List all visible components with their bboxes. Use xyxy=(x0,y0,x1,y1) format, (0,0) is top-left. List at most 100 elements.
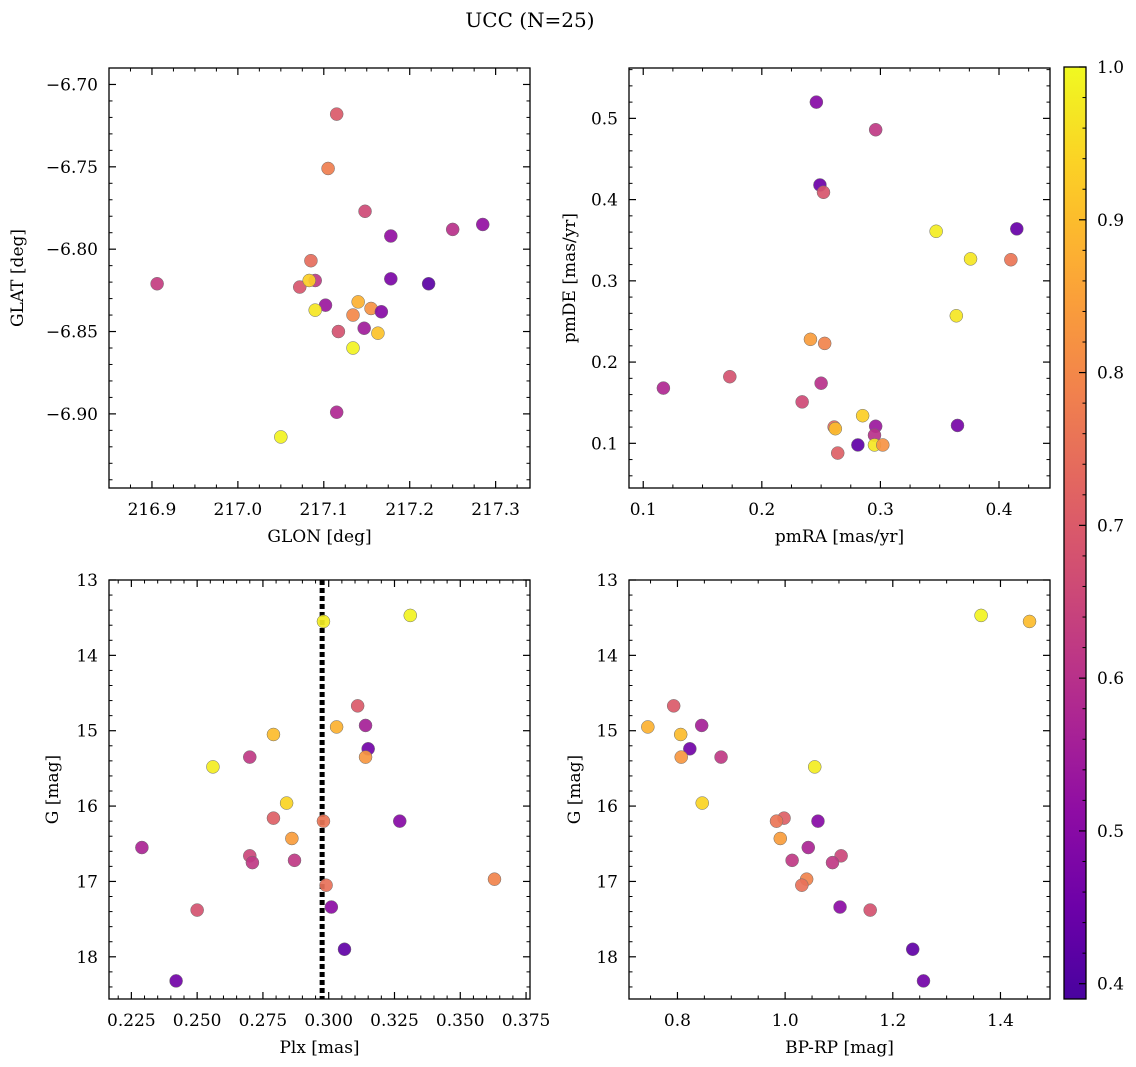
data-point xyxy=(292,280,307,294)
axes-frame xyxy=(108,579,531,1000)
x-tick-label: 0.4 xyxy=(985,500,1012,520)
data-point xyxy=(929,224,943,239)
data-point xyxy=(421,277,436,291)
data-point xyxy=(308,303,322,317)
data-point xyxy=(811,814,825,828)
data-point xyxy=(287,853,302,868)
colorbar: 0.4 0.5 0.6 0.7 0.8 0.9 1.0 xyxy=(1063,58,1124,1000)
x-tick-label: 217.2 xyxy=(385,500,434,520)
plot-area xyxy=(656,95,1024,460)
y-tick-label: 0.1 xyxy=(591,434,618,454)
data-point xyxy=(374,305,389,319)
data-point xyxy=(963,252,978,266)
x-tick-label: 1.0 xyxy=(772,1011,799,1031)
y-axis-label: GLAT [deg] xyxy=(8,229,28,327)
colorbar-tick-label: 0.6 xyxy=(1097,669,1124,689)
y-tick-label: 14 xyxy=(596,646,618,666)
x-tick-label: 0.8 xyxy=(664,1011,691,1031)
y-tick-label: 13 xyxy=(76,571,98,591)
y-tick-label: 18 xyxy=(76,948,98,968)
data-point xyxy=(445,222,460,237)
data-point xyxy=(329,720,344,734)
axes-frame xyxy=(628,579,1051,1000)
y-tick-label: 0.5 xyxy=(591,109,618,129)
y-tick-label: 16 xyxy=(596,797,618,817)
data-point xyxy=(868,122,883,137)
data-point xyxy=(371,326,385,340)
colorbar-tick-label: 0.7 xyxy=(1097,516,1124,536)
axes-frame xyxy=(108,67,531,489)
panel-glon-glat: 216.9 217.0 217.1 217.2 217.3 −6.70 −6.75 −6.80… xyxy=(8,67,531,547)
x-tick-label: 0.2 xyxy=(748,500,775,520)
data-point xyxy=(316,814,331,828)
data-point xyxy=(851,438,865,452)
y-tick-label: −6.90 xyxy=(46,405,98,425)
x-tick-label: 0.375 xyxy=(502,1011,551,1031)
data-point xyxy=(316,614,331,629)
data-point xyxy=(905,942,920,957)
data-point xyxy=(814,376,828,390)
plot-area xyxy=(641,608,1037,988)
data-point xyxy=(816,185,831,200)
y-tick-label: 13 xyxy=(596,571,618,591)
y-tick-label: 18 xyxy=(596,948,618,968)
y-axis-label: G [mag] xyxy=(43,755,63,824)
data-point xyxy=(1004,252,1018,267)
y-tick-label: 0.4 xyxy=(591,191,618,211)
data-point xyxy=(1010,222,1024,236)
data-point xyxy=(673,727,688,742)
x-tick-label: 0.325 xyxy=(370,1011,419,1031)
data-point xyxy=(1022,614,1037,629)
data-point xyxy=(641,720,655,734)
data-point xyxy=(683,742,697,756)
data-point xyxy=(803,332,818,347)
data-point xyxy=(285,831,299,846)
x-tick-label: 0.275 xyxy=(239,1011,288,1031)
data-point xyxy=(304,253,318,268)
data-point xyxy=(694,718,709,733)
y-tick-label: 14 xyxy=(76,646,98,666)
data-point xyxy=(833,900,847,914)
data-point xyxy=(773,831,788,846)
x-tick-label: 217.1 xyxy=(299,500,348,520)
x-tick-label: 217.0 xyxy=(214,500,263,520)
data-point xyxy=(135,840,149,855)
data-point xyxy=(714,750,728,764)
data-point xyxy=(974,608,988,623)
colorbar-tick-label: 0.5 xyxy=(1097,822,1124,842)
data-point xyxy=(825,855,840,870)
x-tick-label: 1.4 xyxy=(987,1011,1014,1031)
data-point xyxy=(384,272,398,286)
plot-area xyxy=(135,580,502,999)
data-point xyxy=(795,395,809,409)
x-tick-label: 0.300 xyxy=(304,1011,353,1031)
axes-frame xyxy=(628,67,1051,489)
data-point xyxy=(266,727,281,742)
y-tick-label: −6.85 xyxy=(46,323,98,343)
x-axis-label: Plx [mas] xyxy=(279,1038,359,1058)
data-point xyxy=(801,840,816,855)
data-point xyxy=(321,161,335,176)
data-point xyxy=(337,942,352,957)
data-point xyxy=(243,750,257,764)
data-point xyxy=(351,295,365,309)
data-point xyxy=(950,418,965,433)
x-axis-label: BP-RP [mag] xyxy=(785,1038,894,1058)
data-point xyxy=(785,853,799,868)
plot-area xyxy=(150,107,490,444)
data-point xyxy=(150,277,164,291)
data-point xyxy=(876,438,890,452)
y-tick-label: 17 xyxy=(596,872,618,892)
data-point xyxy=(266,811,281,825)
data-point xyxy=(358,204,372,219)
x-axis-label: GLON [deg] xyxy=(267,527,371,547)
data-point xyxy=(274,430,288,444)
x-tick-label: 216.9 xyxy=(128,500,177,520)
data-point xyxy=(319,878,333,892)
y-tick-label: 0.3 xyxy=(591,272,618,292)
data-point xyxy=(830,446,845,460)
data-point xyxy=(245,855,260,870)
data-point xyxy=(346,341,360,355)
data-point xyxy=(475,217,490,232)
